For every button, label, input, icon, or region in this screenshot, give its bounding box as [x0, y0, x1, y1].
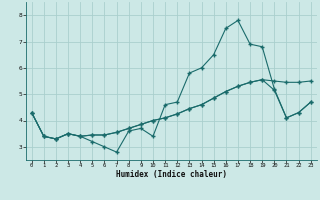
X-axis label: Humidex (Indice chaleur): Humidex (Indice chaleur) [116, 170, 227, 179]
